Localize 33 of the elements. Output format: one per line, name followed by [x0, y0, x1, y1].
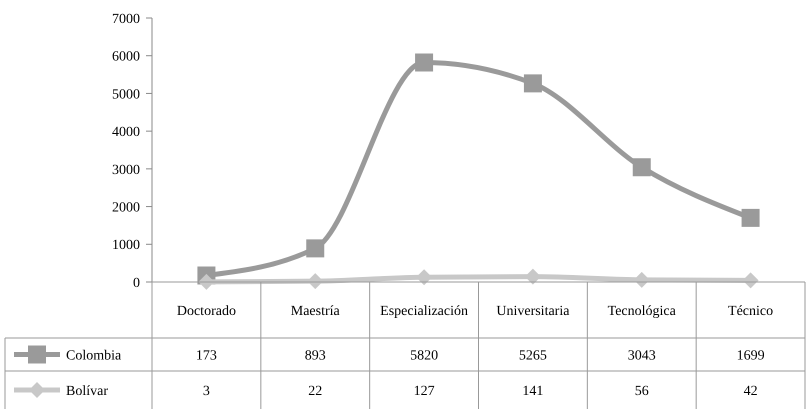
point: [415, 54, 434, 72]
legend-label: Bolívar: [66, 384, 108, 399]
data-label: 141: [522, 384, 544, 399]
data-label: 1699: [736, 348, 765, 364]
x-tick-label: Especialización: [380, 304, 468, 319]
x-tick-label: Técnico: [728, 304, 774, 319]
data-label: 173: [196, 348, 217, 364]
data-label: 5820: [410, 348, 438, 364]
data-label: 3043: [628, 348, 656, 364]
y-tick-label: 0: [133, 276, 140, 291]
data-label: 56: [634, 384, 649, 399]
y-tick-label: 6000: [112, 50, 140, 65]
y-tick-label: 3000: [112, 162, 140, 178]
x-tick-label: Doctorado: [176, 304, 236, 319]
point: [306, 239, 324, 258]
data-label: 3: [202, 384, 210, 399]
y-tick-label: 5000: [112, 87, 140, 102]
point: [742, 208, 760, 227]
y-tick-label: 2000: [112, 200, 140, 216]
data-label: 127: [414, 384, 435, 399]
data-label: 42: [744, 384, 758, 399]
x-tick-label: Tecnológica: [608, 304, 677, 319]
y-tick-label: 4000: [112, 125, 140, 140]
point: [524, 74, 542, 92]
x-tick-label: Maestría: [290, 304, 341, 319]
y-tick-label: 7000: [112, 12, 140, 27]
y-tick-label: 1000: [112, 238, 140, 254]
point: [632, 158, 651, 176]
data-label: 22: [308, 384, 322, 399]
data-label: 893: [304, 348, 326, 364]
x-tick-label: Universitaria: [496, 304, 570, 319]
data-label: 5265: [518, 348, 547, 364]
legend-label: Colombia: [66, 348, 122, 364]
